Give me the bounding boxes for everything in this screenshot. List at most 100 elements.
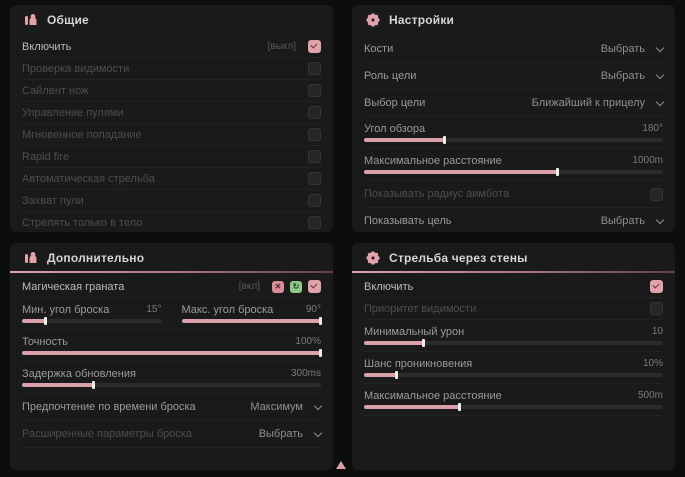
panel-general: Общие Включить [выкл] Проверка видимости…	[10, 5, 333, 232]
slider-thumb[interactable]	[319, 349, 322, 357]
setting-label: Шанс проникновения	[364, 357, 473, 370]
setting-label: Точность	[22, 335, 68, 348]
dropdown-value: Выбрать	[258, 428, 303, 440]
dropdown-value: Максимум	[250, 401, 303, 413]
max-throw-angle-slider[interactable]	[181, 317, 322, 325]
setting-label: Rapid fire	[22, 150, 70, 163]
setting-label: Включить	[22, 40, 72, 53]
angle-sliders-row: Мин. угол броска 15° Макс. угол броска 9…	[22, 298, 322, 330]
slider-thumb[interactable]	[319, 317, 322, 325]
setting-row: Показывать цель Выбрать	[364, 208, 665, 232]
panel-advanced-header: Дополнительно	[10, 243, 333, 271]
dropdown-target-select[interactable]: Ближайший к прицелу	[532, 97, 665, 109]
setting-label: Сайлент нож	[22, 84, 89, 97]
setting-label: Угол обзора	[364, 122, 426, 135]
chevron-down-icon	[655, 97, 665, 106]
checkbox[interactable]	[308, 128, 321, 141]
setting-row: Включить [выкл]	[22, 36, 321, 58]
panel-underline	[10, 271, 333, 273]
slider-row: Минимальный урон 10	[364, 320, 663, 352]
setting-label: Показывать радиус аимбота	[364, 188, 510, 200]
setting-row: Выбор цели Ближайший к прицелу	[364, 90, 665, 117]
slider-thumb[interactable]	[457, 403, 461, 411]
cancel-badge-icon[interactable]: ✕	[272, 280, 284, 293]
slider-value: 1000m	[632, 155, 663, 166]
panel-title: Дополнительно	[47, 251, 145, 265]
slider-value: 300ms	[290, 368, 321, 379]
update-delay-slider[interactable]	[22, 381, 321, 389]
dropdown-throw-time[interactable]: Максимум	[250, 401, 323, 413]
checkbox[interactable]	[308, 216, 321, 229]
panel-settings: Настройки Кости Выбрать Роль цели Выбрат…	[352, 5, 675, 232]
slider-thumb[interactable]	[43, 317, 47, 325]
slider-value: 10	[651, 326, 663, 337]
setting-row: Магическая граната [вкл] ✕ ↻	[22, 276, 321, 298]
slider-value: 10%	[642, 358, 663, 369]
setting-label: Управление пулями	[22, 106, 124, 119]
panel-settings-header: Настройки	[352, 5, 675, 33]
refresh-badge-icon[interactable]: ↻	[290, 280, 302, 293]
dropdown-bones[interactable]: Выбрать	[600, 43, 665, 55]
setting-label: Проверка видимости	[22, 62, 130, 75]
setting-label: Стрелять только в тело	[22, 216, 143, 229]
setting-label: Расширенные параметры броска	[22, 428, 192, 440]
setting-row: Захват пули	[22, 190, 321, 212]
slider-value: 500m	[637, 390, 663, 401]
slider-thumb[interactable]	[442, 136, 446, 144]
panel-settings-body: Кости Выбрать Роль цели Выбрать Выбор це…	[352, 33, 675, 232]
setting-row: Показывать радиус аимбота	[364, 181, 663, 208]
checkbox[interactable]	[308, 194, 321, 207]
setting-label: Макс. угол броска	[181, 303, 274, 316]
dropdown-throw-params[interactable]: Выбрать	[258, 428, 323, 440]
slider-thumb[interactable]	[91, 381, 95, 389]
setting-label: Захват пули	[22, 194, 84, 207]
dropdown-show-target[interactable]: Выбрать	[601, 215, 665, 227]
checkbox[interactable]	[308, 280, 321, 293]
fov-slider[interactable]	[364, 136, 663, 144]
setting-row: Приоритет видимости	[364, 298, 663, 320]
chevron-down-icon	[313, 401, 323, 410]
setting-label: Приоритет видимости	[364, 302, 477, 315]
setting-label: Магическая граната	[22, 280, 125, 293]
panel-underline	[352, 271, 675, 273]
slider-row: Максимальное расстояние 500m	[364, 384, 663, 416]
checkbox[interactable]	[650, 302, 663, 315]
dropdown-value: Выбрать	[600, 43, 645, 55]
panel-advanced: Дополнительно Магическая граната [вкл] ✕…	[10, 243, 333, 470]
chevron-down-icon	[655, 215, 665, 224]
checkbox[interactable]	[308, 84, 321, 97]
aimbot-person-icon	[25, 14, 37, 25]
slider-row: Угол обзора 180°	[364, 117, 663, 149]
slider-thumb[interactable]	[394, 371, 398, 379]
checkbox[interactable]	[308, 62, 321, 75]
max-distance-slider[interactable]	[364, 168, 663, 176]
panel-advanced-body: Магическая граната [вкл] ✕ ↻ Мин. угол б…	[10, 273, 333, 470]
slider-value: 15°	[146, 304, 162, 315]
accuracy-slider[interactable]	[22, 349, 322, 357]
slider-thumb[interactable]	[556, 168, 560, 176]
setting-label: Минимальный урон	[364, 325, 465, 338]
chevron-down-icon	[313, 428, 323, 437]
slider-thumb[interactable]	[421, 339, 425, 347]
setting-label: Мин. угол броска	[22, 303, 110, 316]
setting-row: Роль цели Выбрать	[364, 63, 665, 90]
checkbox[interactable]	[308, 106, 321, 119]
setting-row: Rapid fire	[22, 146, 321, 168]
checkbox[interactable]	[308, 150, 321, 163]
setting-row: Проверка видимости	[22, 58, 321, 80]
setting-label: Показывать цель	[364, 215, 452, 227]
setting-label: Включить	[364, 280, 414, 293]
slider-row: Мин. угол броска 15°	[22, 298, 162, 329]
dropdown-target-role[interactable]: Выбрать	[601, 70, 665, 82]
setting-row: Предпочтение по времени броска Максимум	[22, 394, 323, 421]
panel-wallbang: Стрельба через стены Включить Приоритет …	[352, 243, 675, 470]
max-distance-slider[interactable]	[364, 403, 663, 411]
checkbox[interactable]	[308, 172, 321, 185]
min-throw-angle-slider[interactable]	[22, 317, 162, 325]
penetration-chance-slider[interactable]	[364, 371, 663, 379]
min-damage-slider[interactable]	[364, 339, 663, 347]
checkbox[interactable]	[308, 40, 321, 53]
checkbox[interactable]	[650, 187, 663, 201]
checkbox[interactable]	[650, 280, 663, 293]
